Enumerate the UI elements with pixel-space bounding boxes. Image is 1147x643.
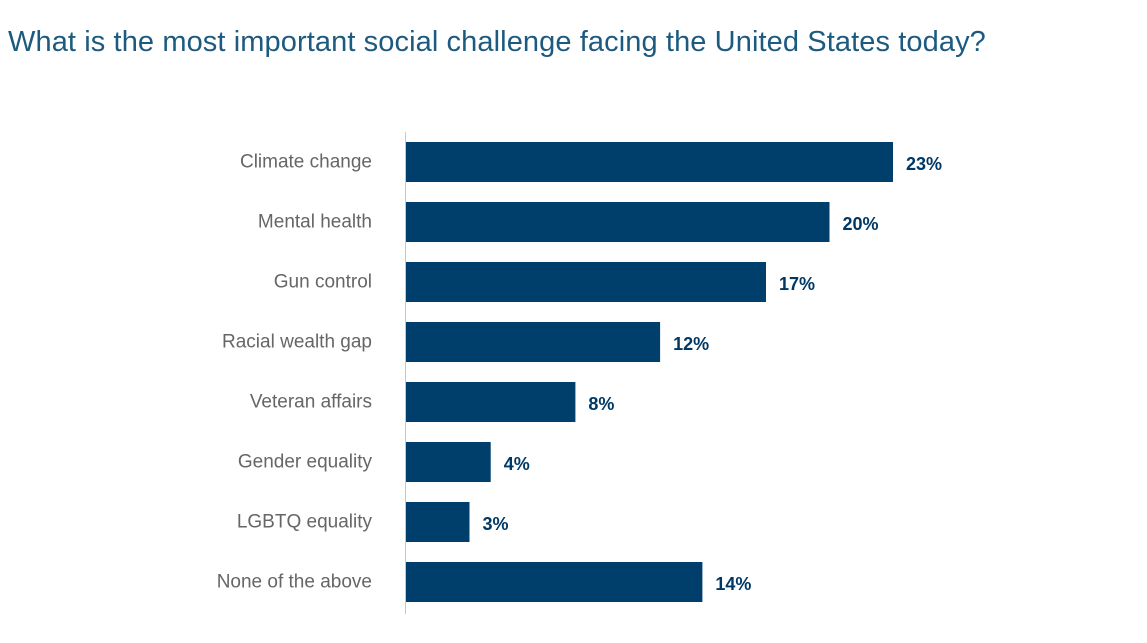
value-label: 20%	[843, 214, 879, 234]
category-label: Gun control	[274, 272, 372, 293]
category-label: Climate change	[240, 152, 372, 173]
bar	[406, 382, 576, 422]
category-label: Racial wealth gap	[222, 332, 372, 353]
bar	[406, 202, 830, 242]
value-label: 17%	[779, 274, 815, 294]
value-label: 23%	[906, 154, 942, 174]
category-label: Veteran affairs	[250, 392, 372, 413]
bar	[406, 262, 766, 302]
category-label: None of the above	[217, 572, 372, 593]
bar	[406, 442, 491, 482]
bars-layer: Climate change 23% Mental health 20% Gun con…	[217, 142, 942, 602]
value-label: 14%	[715, 574, 751, 594]
value-label: 4%	[504, 454, 530, 474]
category-label: Mental health	[258, 212, 372, 233]
value-label: 8%	[588, 394, 614, 414]
value-label: 12%	[673, 334, 709, 354]
value-label: 3%	[483, 514, 509, 534]
category-label: Gender equality	[238, 452, 373, 473]
chart-title: What is the most important social challe…	[8, 26, 986, 58]
bar	[406, 502, 470, 542]
bar	[406, 322, 661, 362]
bar	[406, 142, 893, 182]
category-label: LGBTQ equality	[237, 512, 373, 533]
bar	[406, 562, 703, 602]
